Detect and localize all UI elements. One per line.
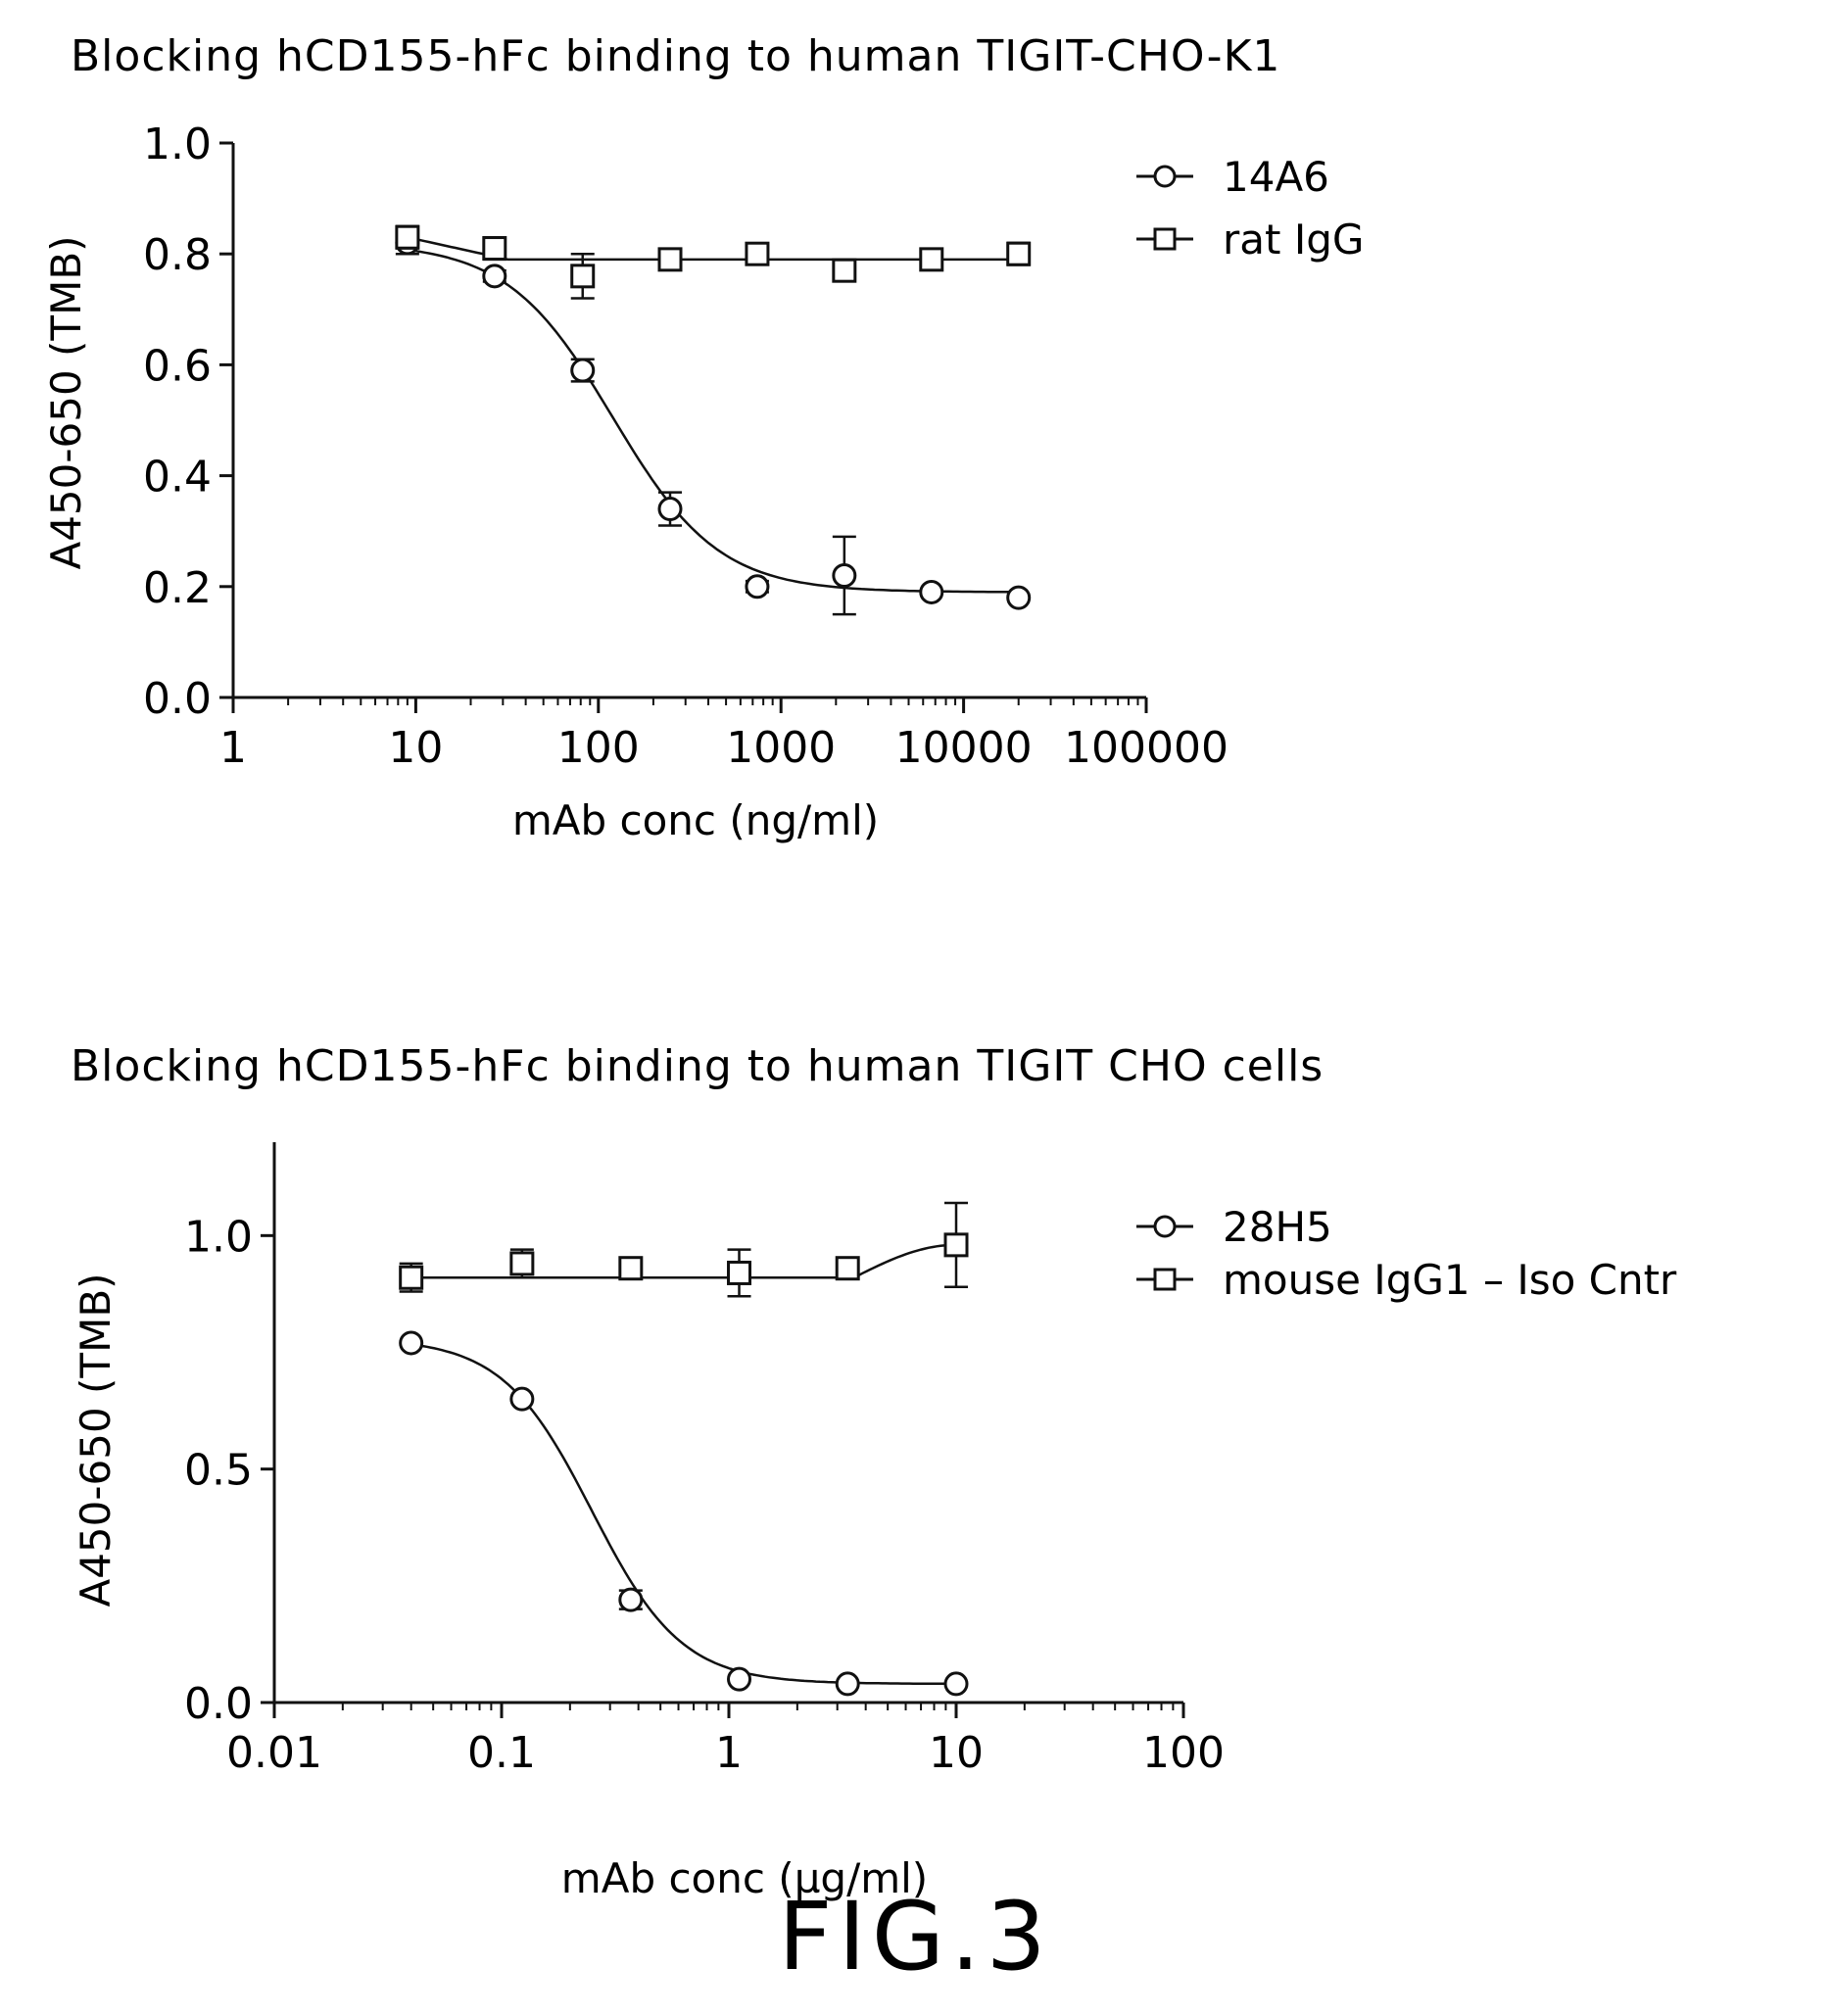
data-point-circle [570,358,596,383]
data-point-circle [399,1330,424,1356]
y-tick-label: 0.6 [143,341,212,391]
x-tick-label: 0.01 [226,1728,322,1778]
x-axis-label: mAb conc (ng/ml) [512,796,879,844]
y-tick-label: 0.4 [143,453,212,503]
data-point-square [509,1251,535,1276]
legend-circle-marker [1153,165,1177,188]
plot-area [399,1201,969,1697]
data-point-square [727,1260,752,1285]
data-point-circle [727,1666,752,1692]
data-point-circle [919,579,944,604]
y-tick-label: 0.0 [143,674,212,724]
x-tick-label: 1 [219,723,247,773]
y-tick-label: 0.2 [143,563,212,613]
legend-label-mouse-igg1: mouse IgG1 – Iso Cntr [1223,1256,1677,1304]
fit-curve [410,1243,956,1279]
y-axis-label: A450-650 (TMB) [42,235,90,569]
data-point-square [618,1256,644,1281]
data-point-square [570,264,596,289]
y-tick-label: 1.0 [143,120,212,169]
fit-curve [407,235,1019,262]
y-tick-label: 0.8 [143,230,212,280]
legend-square-marker [1153,1268,1177,1291]
data-point-circle [618,1587,644,1612]
x-tick-label: 100 [557,723,640,773]
legend-label-28h5: 28H5 [1223,1203,1332,1251]
chart-title: Blocking hCD155-hFc binding to human TIG… [71,1041,1324,1091]
data-point-circle [832,562,857,588]
data-point-square [1006,241,1032,266]
y-axis-label: A450-650 (TMB) [72,1272,120,1607]
figure-label: FIG.3 [778,1882,1052,1992]
data-point-square [919,247,944,272]
x-tick-label: 0.1 [467,1728,536,1778]
x-tick-label: 10 [929,1728,984,1778]
data-point-circle [509,1386,535,1412]
chart-top: Blocking hCD155-hFc binding to human TIG… [42,31,1364,844]
data-point-square [745,241,770,266]
plot-area [395,224,1032,616]
data-point-square [832,258,857,283]
data-point-circle [657,497,683,522]
data-point-circle [745,574,770,600]
x-tick-label: 1000 [726,723,836,773]
chart-title: Blocking hCD155-hFc binding to human TIG… [71,31,1280,81]
x-tick-label: 100000 [1064,723,1229,773]
data-point-square [943,1232,969,1258]
data-point-square [395,224,420,250]
legend-circle-marker [1153,1215,1177,1238]
chart-bottom: Blocking hCD155-hFc binding to human TIG… [71,1041,1677,1902]
legend: 14A6 rat IgG [1136,153,1364,264]
data-point-circle [835,1671,860,1697]
y-tick-label: 1.0 [184,1212,253,1262]
x-axis-label: mAb conc (µg/ml) [561,1854,928,1902]
legend-square-marker [1153,227,1177,251]
axes: 0.01 0.1 1 10 100 0.0 0.5 1.0 [184,1142,1225,1778]
legend: 28H5 mouse IgG1 – Iso Cntr [1136,1203,1677,1304]
data-point-circle [482,264,507,289]
data-point-square [482,236,507,262]
data-point-square [835,1256,860,1281]
legend-label-14a6: 14A6 [1223,153,1329,201]
data-point-circle [1006,585,1032,610]
data-point-square [399,1265,424,1290]
fit-curve [410,1343,956,1686]
x-tick-label: 10000 [895,723,1033,773]
x-tick-label: 100 [1142,1728,1225,1778]
x-tick-label: 10 [388,723,443,773]
fit-curve [407,248,1019,594]
legend-label-rat-igg: rat IgG [1223,216,1364,264]
x-tick-label: 1 [715,1728,743,1778]
data-point-circle [943,1671,969,1697]
data-point-square [657,247,683,272]
axes: 1 10 100 1000 10000 100000 0.0 0.2 0.4 0.6 0.8 1.0 [143,120,1229,773]
y-tick-label: 0.5 [184,1446,253,1496]
y-tick-label: 0.0 [184,1679,253,1729]
